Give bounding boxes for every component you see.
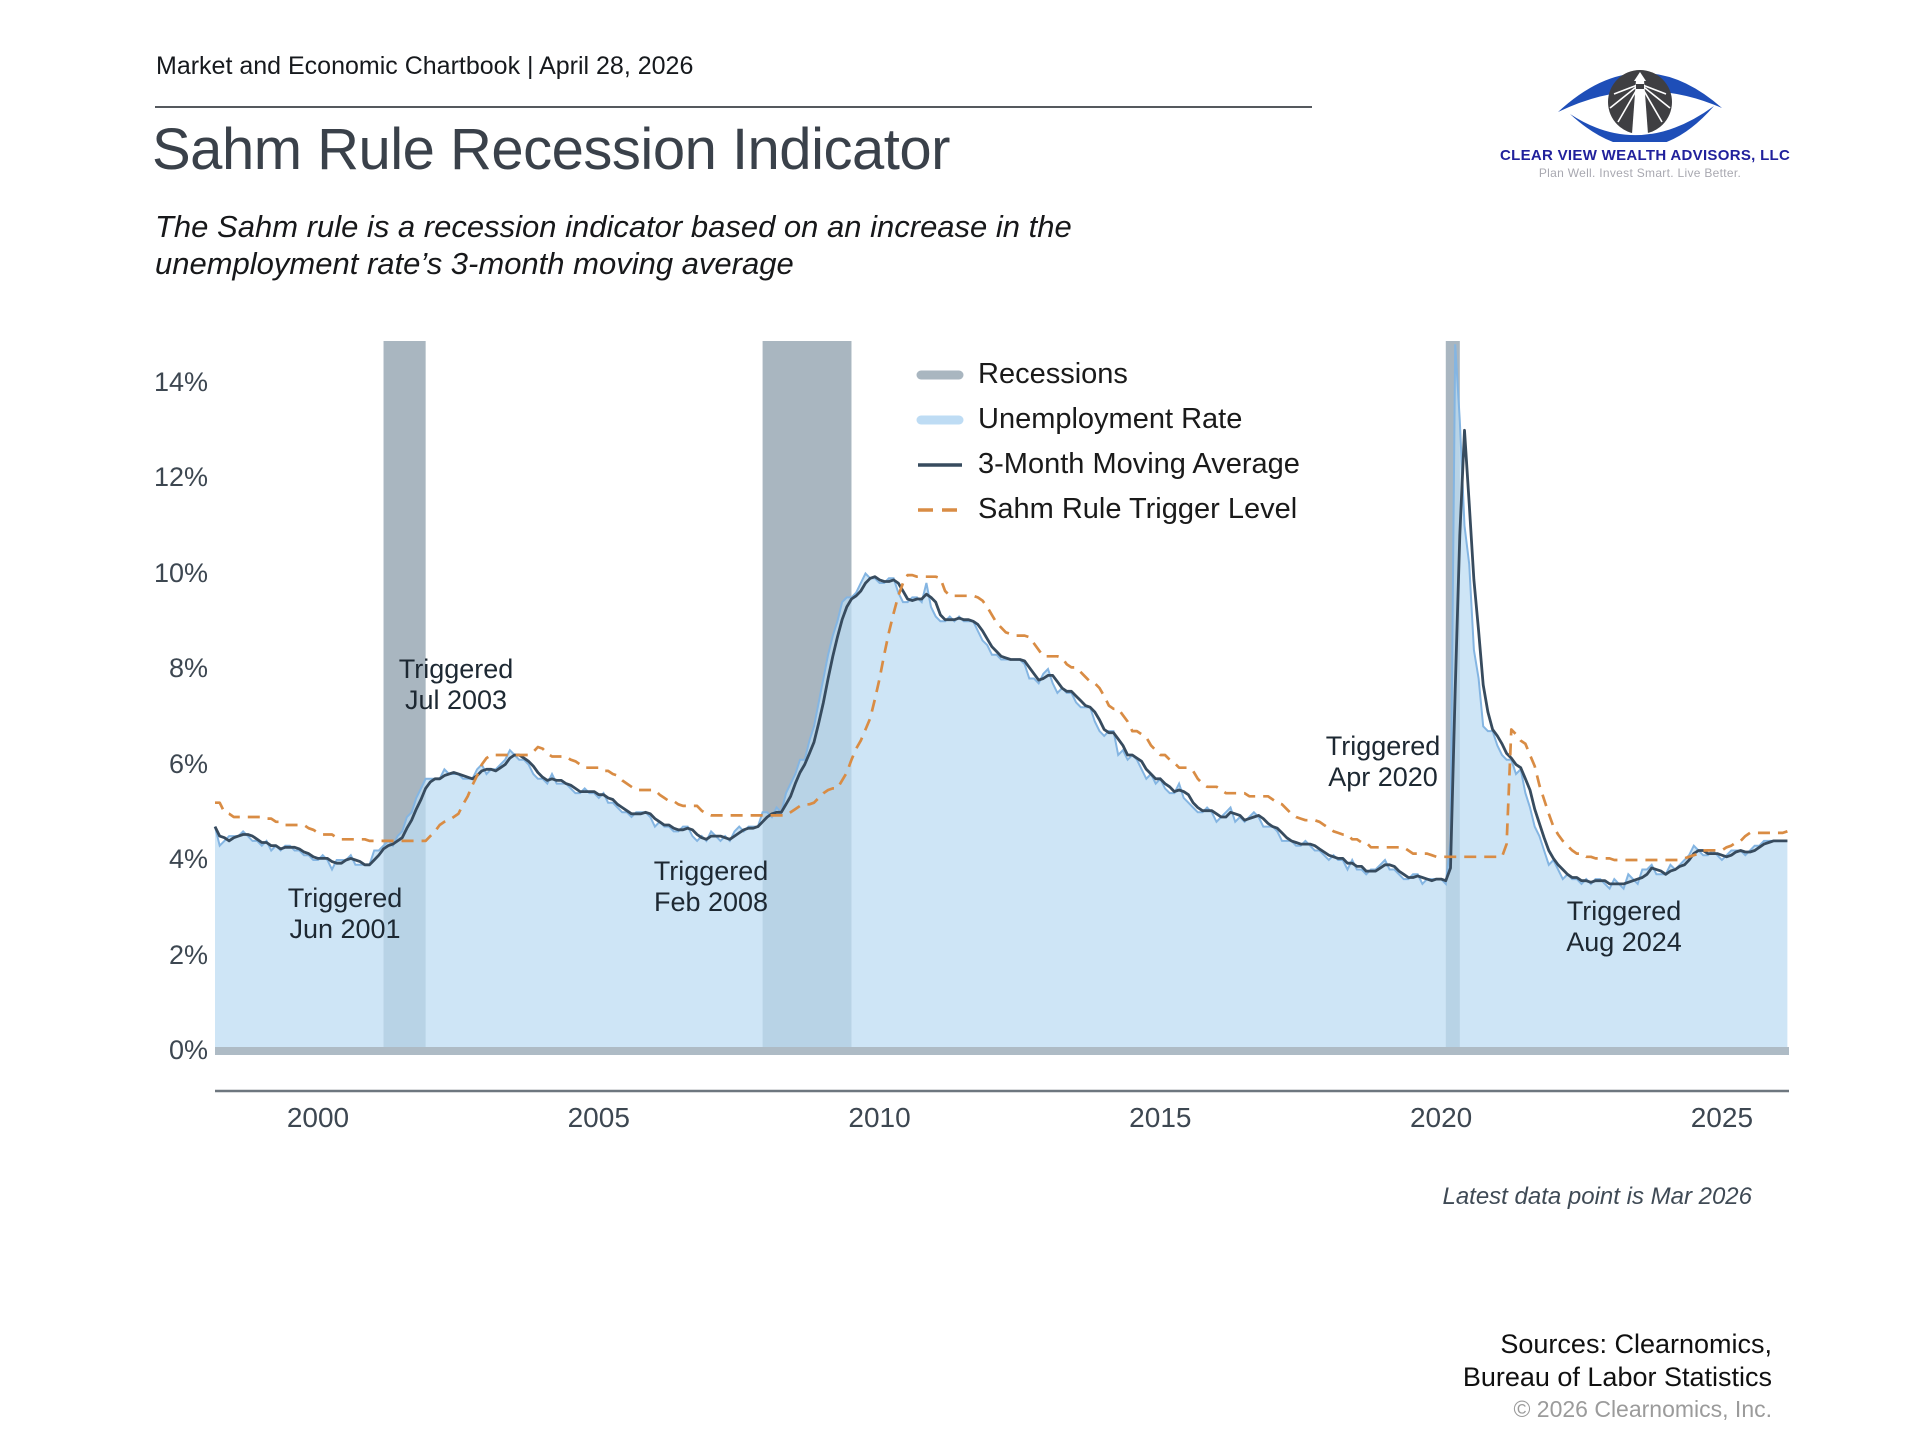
- trigger-annotation: Triggered Jul 2003: [336, 654, 576, 716]
- chart-subtitle-line1: The Sahm rule is a recession indicator b…: [155, 209, 1072, 244]
- y-tick-label: 0%: [168, 1035, 208, 1065]
- y-tick-label: 14%: [153, 366, 208, 397]
- report-eyebrow: Market and Economic Chartbook | April 28…: [156, 52, 694, 80]
- y-tick-label: 10%: [153, 557, 208, 588]
- y-tick-label: 4%: [168, 844, 208, 874]
- sources-text: Sources: Clearnomics, Bureau of Labor St…: [1070, 1328, 1772, 1394]
- annotation-line1: Triggered: [398, 654, 514, 684]
- baseline-bar: [215, 1047, 1789, 1055]
- x-tick-label: 2020: [1409, 1102, 1473, 1133]
- annotation-line2: Aug 2024: [1566, 927, 1682, 957]
- annotation-line2: Jul 2003: [404, 685, 508, 715]
- x-tick-label: 2010: [848, 1102, 911, 1133]
- annotation-line2: Apr 2020: [1328, 762, 1438, 792]
- unemployment-rate-line: [214, 344, 1788, 891]
- x-tick-label: 2015: [1129, 1102, 1192, 1133]
- y-tick-label: 6%: [168, 748, 208, 779]
- logo-company-name: CLEAR VIEW WEALTH ADVISORS, LLC: [1500, 147, 1791, 164]
- zero-baseline-bar: [215, 1047, 1789, 1055]
- trigger-annotation: Triggered Jun 2001: [225, 883, 465, 945]
- trigger-annotation: Triggered Apr 2020: [1263, 731, 1503, 793]
- x-tick-label: 2025: [1690, 1102, 1754, 1133]
- legend-swatch-band-icon: [916, 370, 964, 379]
- legend-item: Recessions: [916, 352, 1300, 397]
- x-tick-label: 2000: [286, 1102, 350, 1133]
- legend-label: 3-Month Moving Average: [978, 448, 1300, 480]
- legend-item: Sahm Rule Trigger Level: [916, 487, 1300, 532]
- sahm-trigger-dashed-line: [215, 573, 1788, 862]
- legend-item: 3-Month Moving Average: [916, 442, 1300, 487]
- legend-swatch-dashed-icon: [918, 507, 962, 512]
- legend-label: Sahm Rule Trigger Level: [978, 493, 1298, 525]
- legend-swatch-line-icon: [918, 462, 962, 467]
- annotation-line1: Triggered: [1566, 896, 1682, 926]
- chart-subtitle: The Sahm rule is a recession indicator b…: [155, 208, 1072, 282]
- y-tick-label: 8%: [168, 653, 208, 683]
- company-logo: CLEAR VIEW WEALTH ADVISORS, LLC Plan Wel…: [1500, 50, 1791, 180]
- annotation-line1: Triggered: [287, 883, 403, 913]
- trigger-annotation: Triggered Aug 2024: [1504, 896, 1744, 958]
- chart-legend: Recessions Unemployment Rate 3-Month Movin…: [916, 352, 1300, 532]
- annotation-line2: Jun 2001: [289, 914, 401, 944]
- y-tick-label: 2%: [168, 939, 208, 970]
- unemployment-area: [214, 344, 1788, 1051]
- legend-item: Unemployment Rate: [916, 397, 1300, 442]
- sources-line1: Sources: Clearnomics,: [1500, 1329, 1772, 1359]
- legend-swatch-band-icon: [916, 415, 964, 424]
- annotation-line2: Feb 2008: [653, 887, 769, 917]
- annotation-line1: Triggered: [1325, 731, 1441, 761]
- latest-data-footnote: Latest data point is Mar 2026: [1442, 1183, 1752, 1210]
- header-divider: [155, 106, 1312, 108]
- sources-line2: Bureau of Labor Statistics: [1462, 1362, 1772, 1392]
- sahm-trigger-line: [215, 573, 1788, 862]
- trigger-annotation: Triggered Feb 2008: [591, 856, 831, 918]
- legend-label: Recessions: [978, 358, 1128, 390]
- chart-subtitle-line2: unemployment rate’s 3-month moving avera…: [155, 246, 794, 282]
- page-title: Sahm Rule Recession Indicator: [152, 117, 950, 182]
- eye-lighthouse-icon: [1558, 70, 1722, 148]
- x-tick-label: 2005: [567, 1102, 630, 1133]
- logo-tagline: Plan Well. Invest Smart. Live Better.: [1538, 166, 1742, 180]
- y-tick-label: 12%: [153, 462, 208, 492]
- annotation-line1: Triggered: [653, 856, 769, 886]
- legend-label: Unemployment Rate: [978, 403, 1243, 435]
- copyright-text: © 2026 Clearnomics, Inc.: [1513, 1396, 1772, 1422]
- unemployment-area-fill: [215, 344, 1788, 1051]
